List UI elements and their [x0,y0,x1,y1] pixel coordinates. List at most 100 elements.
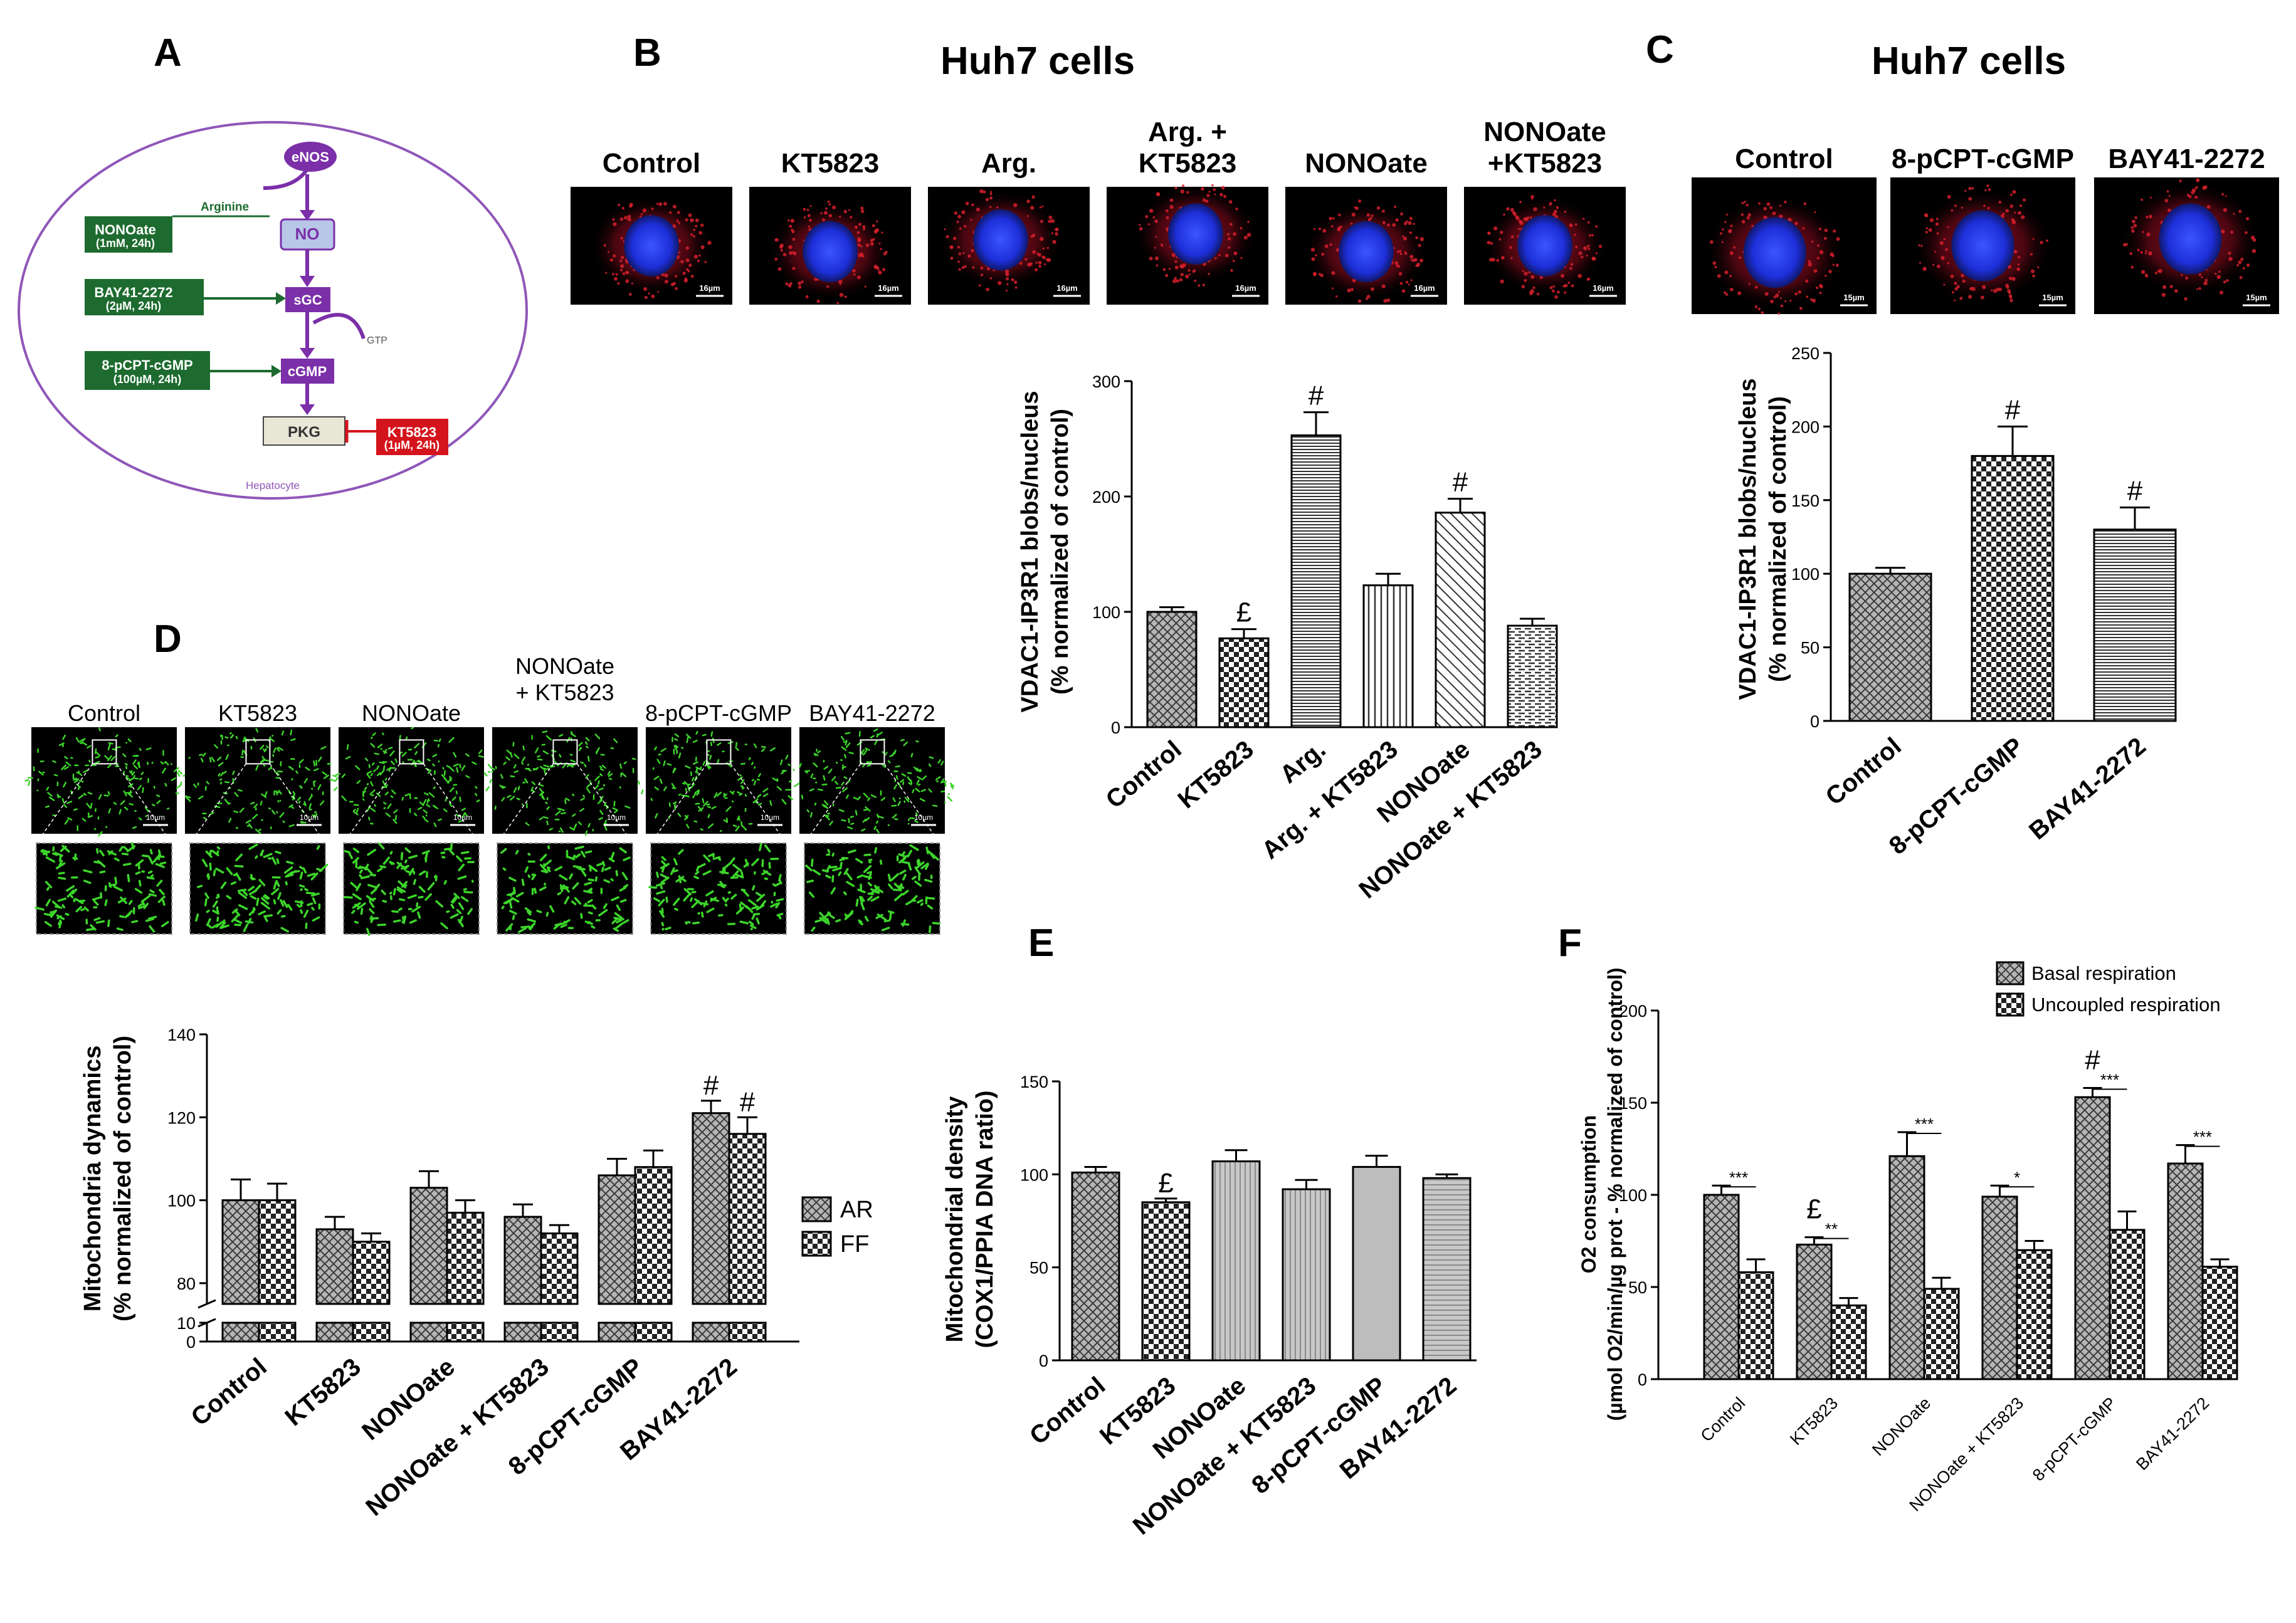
red-puncta [1567,281,1571,285]
mitochondria-signal [185,796,191,802]
red-puncta [1591,234,1594,237]
mitochondria-signal [707,750,710,752]
zoom-mitochondria [83,869,93,874]
mitochondria-signal [333,787,338,791]
red-puncta [1819,250,1824,255]
mitochondria-signal [919,798,925,802]
y-tick-label: 140 [167,1026,196,1044]
confocal-image: 16µm [1464,187,1626,305]
mitochondria-signal [882,797,886,801]
red-puncta [1724,270,1729,275]
red-puncta [1179,278,1183,282]
no-arrowhead [300,276,315,287]
bar-d-lower [692,1321,730,1343]
red-puncta [952,236,957,240]
zoom-mitochondria [367,883,377,889]
red-puncta [2221,192,2225,196]
zoom-mitochondria [825,875,831,879]
zoom-mitochondria [917,899,924,904]
mitochondria-signal [892,749,897,755]
mitochondria-signal [916,767,921,772]
mitochondria-signal [233,810,239,813]
red-puncta [959,227,962,230]
red-puncta [620,264,624,268]
zoom-mitochondria [295,900,304,904]
mitochondria-signal [579,807,584,812]
zoom-mitochondria [43,850,51,856]
zoom-mitochondria [440,922,448,930]
red-puncta [1924,213,1928,218]
red-puncta [828,203,831,206]
mitochondria-signal [928,763,932,767]
zoom-box [245,739,271,765]
mitochondria-signal [95,751,101,757]
red-puncta [1318,273,1321,276]
mitochondria-signal [423,799,427,806]
mitochondria-signal [748,757,751,760]
mitochondria-signal [813,762,818,768]
zoom-mitochondria [695,866,700,872]
zoom-mitochondria [584,881,592,886]
zoom-mitochondria [134,888,143,894]
zoom-mitochondria [55,862,66,869]
red-puncta [1530,275,1535,279]
red-puncta [1246,233,1251,237]
zoom-mitochondria [661,908,664,914]
mitochondria-signal [711,806,717,809]
red-puncta [1512,211,1515,214]
zoom-mitochondria [838,871,842,876]
mitochondria-signal [920,789,927,792]
red-puncta [1410,259,1413,261]
zoom-mitochondria [920,902,924,906]
mitochondria-signal [685,794,690,797]
mitochondria-signal [697,806,703,812]
panel-c-image-label: Control [1735,144,1833,174]
red-puncta [2005,209,2009,213]
red-puncta [1961,274,1964,278]
mitochondria-signal [949,782,955,787]
zoom-mitochondria [52,846,55,852]
red-puncta [675,275,678,278]
red-puncta [2145,273,2148,276]
zoom-mitochondria [914,866,921,875]
mitochondria-signal [509,796,515,801]
sig-label-f: *** [2100,1070,2119,1089]
mitochondria-signal [901,773,907,777]
bar-d-upper [598,1174,636,1305]
red-puncta [1324,244,1329,248]
mitochondria-signal [841,819,846,822]
zoom-mitochondria [252,906,255,914]
red-puncta [1408,221,1412,225]
red-puncta [2251,249,2257,253]
red-puncta [1154,246,1156,249]
red-puncta [2045,239,2048,242]
mitochondria-signal [292,790,296,796]
sig-label-f: * [2014,1168,2020,1187]
zoom-mitochondria [759,900,767,908]
mitochondria-signal [671,783,675,789]
mitochondria-signal [874,740,878,745]
y-axis-label-e: Mitochondrial density [942,1096,968,1343]
red-puncta [1027,262,1031,267]
mitochondria-signal [79,738,83,743]
red-puncta [1169,204,1174,209]
red-puncta [1198,284,1201,287]
red-puncta [2145,249,2148,253]
zoom-mitochondria [691,900,700,908]
red-puncta [2021,215,2025,219]
mitochondria-signal [426,804,431,808]
mitochondria-signal [298,801,301,804]
red-puncta [2014,211,2016,214]
mitochondria-signal [391,760,395,765]
zoom-mitochondria [352,848,360,853]
zoom-mitochondria [621,871,628,881]
red-puncta [1954,299,1956,302]
red-puncta [1969,286,1973,291]
mitochondria-signal [58,742,65,747]
zoom-mitochondria [874,847,878,854]
red-puncta [1161,244,1164,247]
red-puncta [1005,277,1009,281]
zoom-mitochondria [304,888,308,891]
zoom-mitochondria [122,863,132,866]
zoom-mitochondria [416,902,419,908]
